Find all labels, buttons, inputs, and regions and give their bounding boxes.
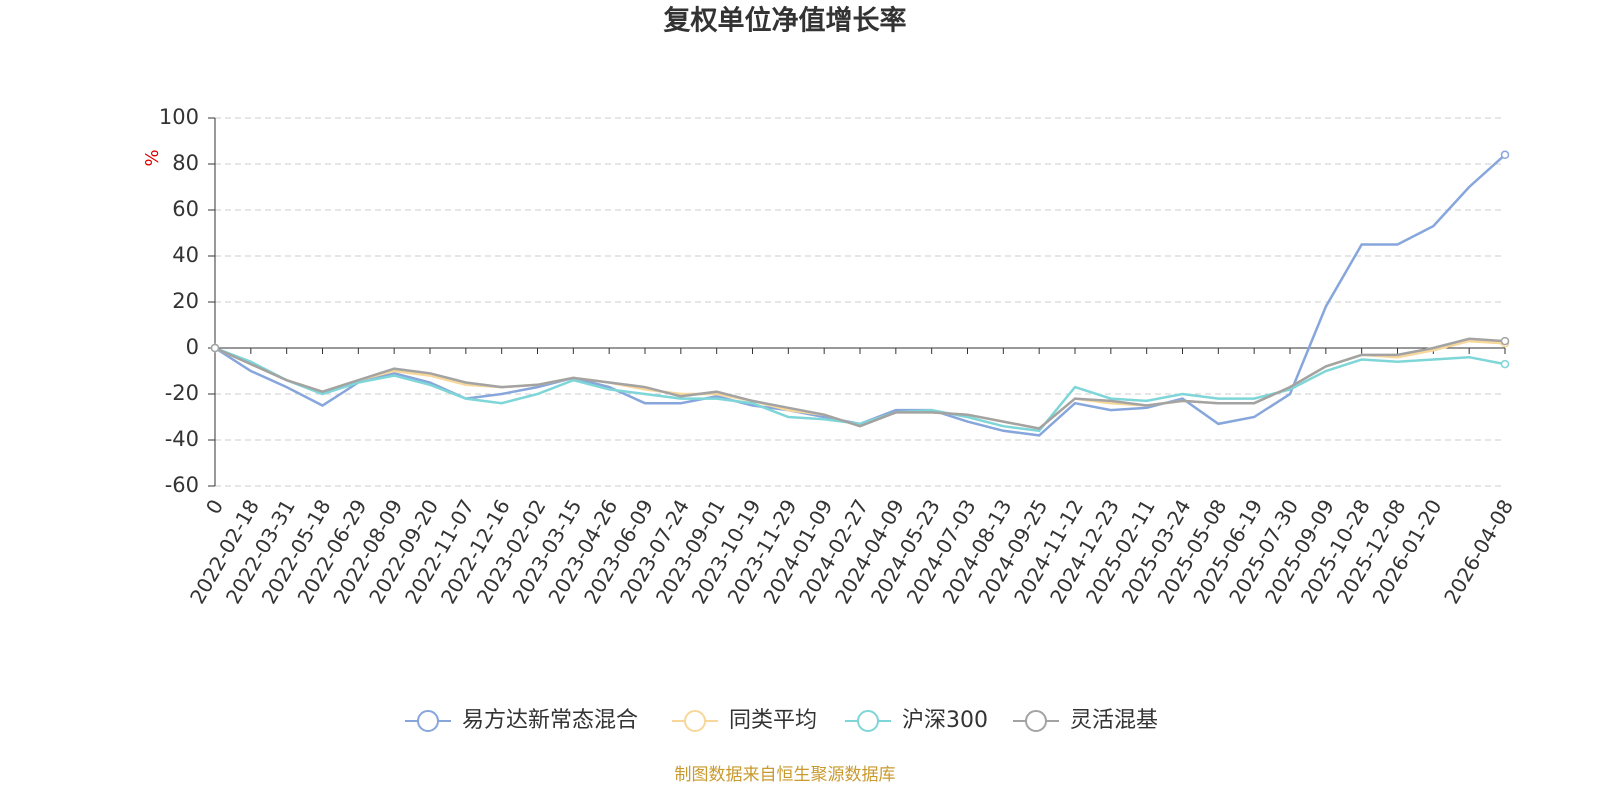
chart-title: 复权单位净值增长率 [664,5,907,37]
legend-label: 灵活混基 [1070,708,1158,733]
x-tick-label: 0 [201,495,228,518]
legend-marker [1025,710,1047,732]
x-tick-label: 2026-04-08 [1439,495,1518,608]
y-tick-label: -20 [165,381,199,405]
point-marker [1500,150,1510,160]
legend-marker [684,710,706,732]
point-marker [210,343,220,353]
series-line [214,339,1506,430]
series-line [214,153,1506,437]
source-note: 制图数据来自恒生聚源数据库 [675,765,896,785]
y-tick-label: -40 [165,427,199,451]
y-tick-label: 60 [172,197,199,221]
legend-item: 易方达新常态混合 [405,708,638,733]
point-marker [1500,336,1510,346]
series-line [214,346,1506,433]
legend-label: 沪深300 [902,708,988,733]
legend-marker [417,710,439,732]
series-line [214,337,1506,430]
legend-item: 同类平均 [672,708,817,733]
y-tick-label: 100 [159,105,199,129]
y-tick-label: 0 [186,335,199,359]
y-axis-label: % [142,149,163,166]
legend-label: 易方达新常态混合 [462,708,638,733]
y-tick-label: 40 [172,243,199,267]
legend-marker [857,710,879,732]
y-tick-label: 20 [172,289,199,313]
legend-label: 同类平均 [729,708,817,733]
y-tick-label: 80 [172,151,199,175]
legend-item: 沪深300 [845,708,988,733]
legend-item: 灵活混基 [1013,708,1158,733]
y-tick-label: -60 [165,473,199,497]
point-marker [1500,359,1510,369]
